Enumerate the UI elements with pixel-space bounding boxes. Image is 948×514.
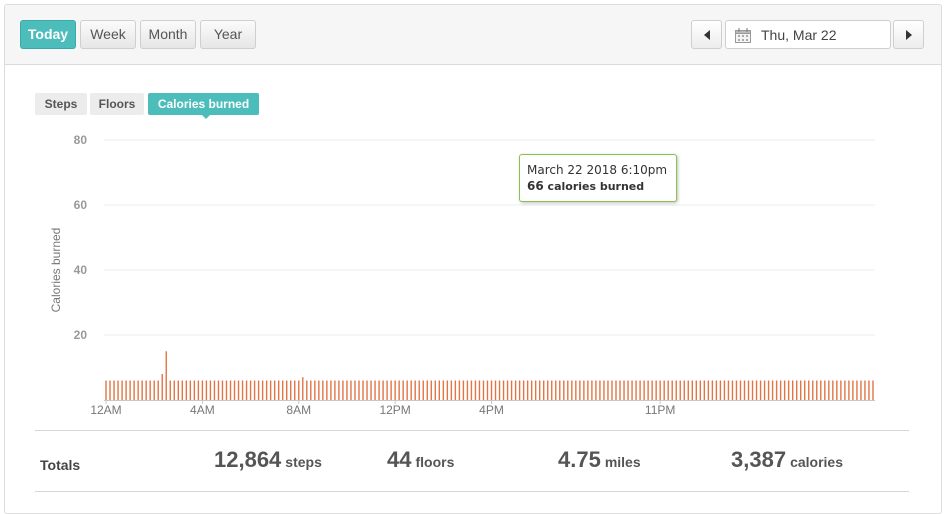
date-label: Thu, Mar 22 xyxy=(761,27,837,43)
tooltip-value: 66 xyxy=(527,179,544,193)
tab-year[interactable]: Year xyxy=(200,20,256,49)
divider-bottom xyxy=(35,491,909,492)
total-miles-value: 4.75 xyxy=(558,447,601,472)
x-tick-label: 11PM xyxy=(645,403,675,417)
tooltip-value-line: 66 calories burned xyxy=(527,178,669,195)
total-miles-unit: miles xyxy=(604,454,641,470)
y-tick-label: 40 xyxy=(74,263,88,277)
total-steps: 12,864 steps xyxy=(214,447,322,473)
metric-tab-steps[interactable]: Steps xyxy=(35,93,87,115)
total-calories-unit: calories xyxy=(790,454,843,470)
y-axis-label: Calories burned xyxy=(49,228,63,313)
tooltip-label: calories burned xyxy=(547,180,645,193)
metric-tab-calories[interactable]: Calories burned xyxy=(148,93,259,115)
chevron-left-icon xyxy=(704,30,710,40)
tab-today[interactable]: Today xyxy=(20,20,76,49)
total-miles: 4.75 miles xyxy=(558,447,641,473)
calories-chart: 20 40 60 80 Calories burned 12AM 4AM 8AM 12PM 4PM… xyxy=(49,133,875,417)
total-floors-unit: floors xyxy=(415,454,455,470)
chevron-right-icon xyxy=(906,30,912,40)
total-calories-value: 3,387 xyxy=(731,447,787,472)
calendar-icon xyxy=(735,28,751,43)
total-floors-value: 44 xyxy=(387,447,412,472)
active-tab-caret xyxy=(201,114,211,119)
tab-week[interactable]: Week xyxy=(80,20,136,49)
y-tick-label: 20 xyxy=(74,328,88,342)
totals-label: Totals xyxy=(40,457,81,473)
total-steps-unit: steps xyxy=(285,454,322,470)
x-tick-label: 12PM xyxy=(379,403,410,417)
total-floors: 44 floors xyxy=(387,447,454,473)
x-tick-label: 12AM xyxy=(90,403,121,417)
prev-day-button[interactable] xyxy=(691,20,722,49)
divider-top xyxy=(35,430,909,431)
x-tick-label: 4PM xyxy=(479,403,504,417)
total-steps-value: 12,864 xyxy=(214,447,282,472)
total-calories: 3,387 calories xyxy=(731,447,843,473)
x-tick-label: 4AM xyxy=(190,403,215,417)
chart-tooltip: March 22 2018 6:10pm 66 calories burned xyxy=(519,154,677,202)
y-tick-label: 80 xyxy=(74,133,88,147)
x-tick-label: 8AM xyxy=(286,403,311,417)
tab-month[interactable]: Month xyxy=(140,20,196,49)
next-day-button[interactable] xyxy=(893,20,924,49)
toolbar: Today Week Month Year Thu, Mar 22 xyxy=(5,5,941,65)
metric-tab-floors[interactable]: Floors xyxy=(90,93,144,115)
tooltip-date: March 22 2018 6:10pm xyxy=(527,163,668,177)
y-tick-label: 60 xyxy=(74,198,88,212)
dashboard-panel: Today Week Month Year Thu, Mar 22 Steps xyxy=(4,4,942,514)
date-picker[interactable]: Thu, Mar 22 xyxy=(725,20,891,49)
